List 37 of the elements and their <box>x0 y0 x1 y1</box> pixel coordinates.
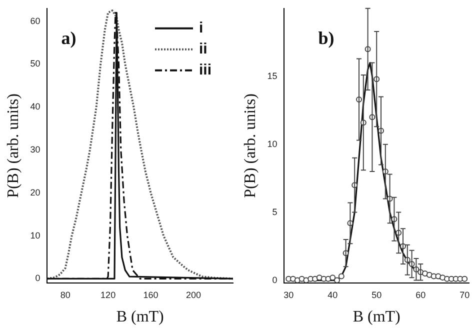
x-tick-label: 120 <box>100 290 116 300</box>
annotation: b) <box>318 28 334 48</box>
x-tick-label: 50 <box>372 290 382 300</box>
point <box>312 276 318 282</box>
y-tick-label: 0 <box>35 273 40 284</box>
x-axis-title: B (mT) <box>352 308 400 326</box>
y-tick-label: 15 <box>267 70 278 81</box>
point <box>290 276 296 282</box>
x-tick-label: 80 <box>60 290 70 300</box>
y-axis-title: P(B) (arb. units) <box>4 93 22 198</box>
x-tick-label: 60 <box>416 290 426 300</box>
x-tick-label: 70 <box>460 290 470 300</box>
x-tick-label: 160 <box>143 290 158 300</box>
y-tick-label: 10 <box>30 230 40 240</box>
y-tick-label: 20 <box>30 187 40 198</box>
y-tick-label: 40 <box>30 102 40 112</box>
y-tick-label: 5 <box>272 206 278 217</box>
x-tick-label: 200 <box>186 290 202 300</box>
legend-label: iii <box>199 62 212 79</box>
point <box>334 277 340 283</box>
x-tick-label: 40 <box>328 290 338 300</box>
legend-label: i <box>199 20 204 37</box>
annotation: a) <box>61 28 76 48</box>
y-tick-label: 0 <box>272 274 278 285</box>
legend-label: ii <box>199 40 208 58</box>
point <box>338 273 344 280</box>
point <box>462 276 468 282</box>
y-tick-label: 50 <box>30 58 40 69</box>
point <box>330 274 336 281</box>
y-tick-label: 10 <box>267 138 278 149</box>
y-axis-title: P(B) (arb. units) <box>242 93 259 198</box>
x-axis-title: B (mT) <box>116 308 164 326</box>
point <box>294 277 300 283</box>
x-tick-label: 30 <box>284 290 294 300</box>
y-tick-label: 60 <box>30 16 40 26</box>
y-tick-label: 30 <box>30 144 40 154</box>
point <box>303 277 310 283</box>
